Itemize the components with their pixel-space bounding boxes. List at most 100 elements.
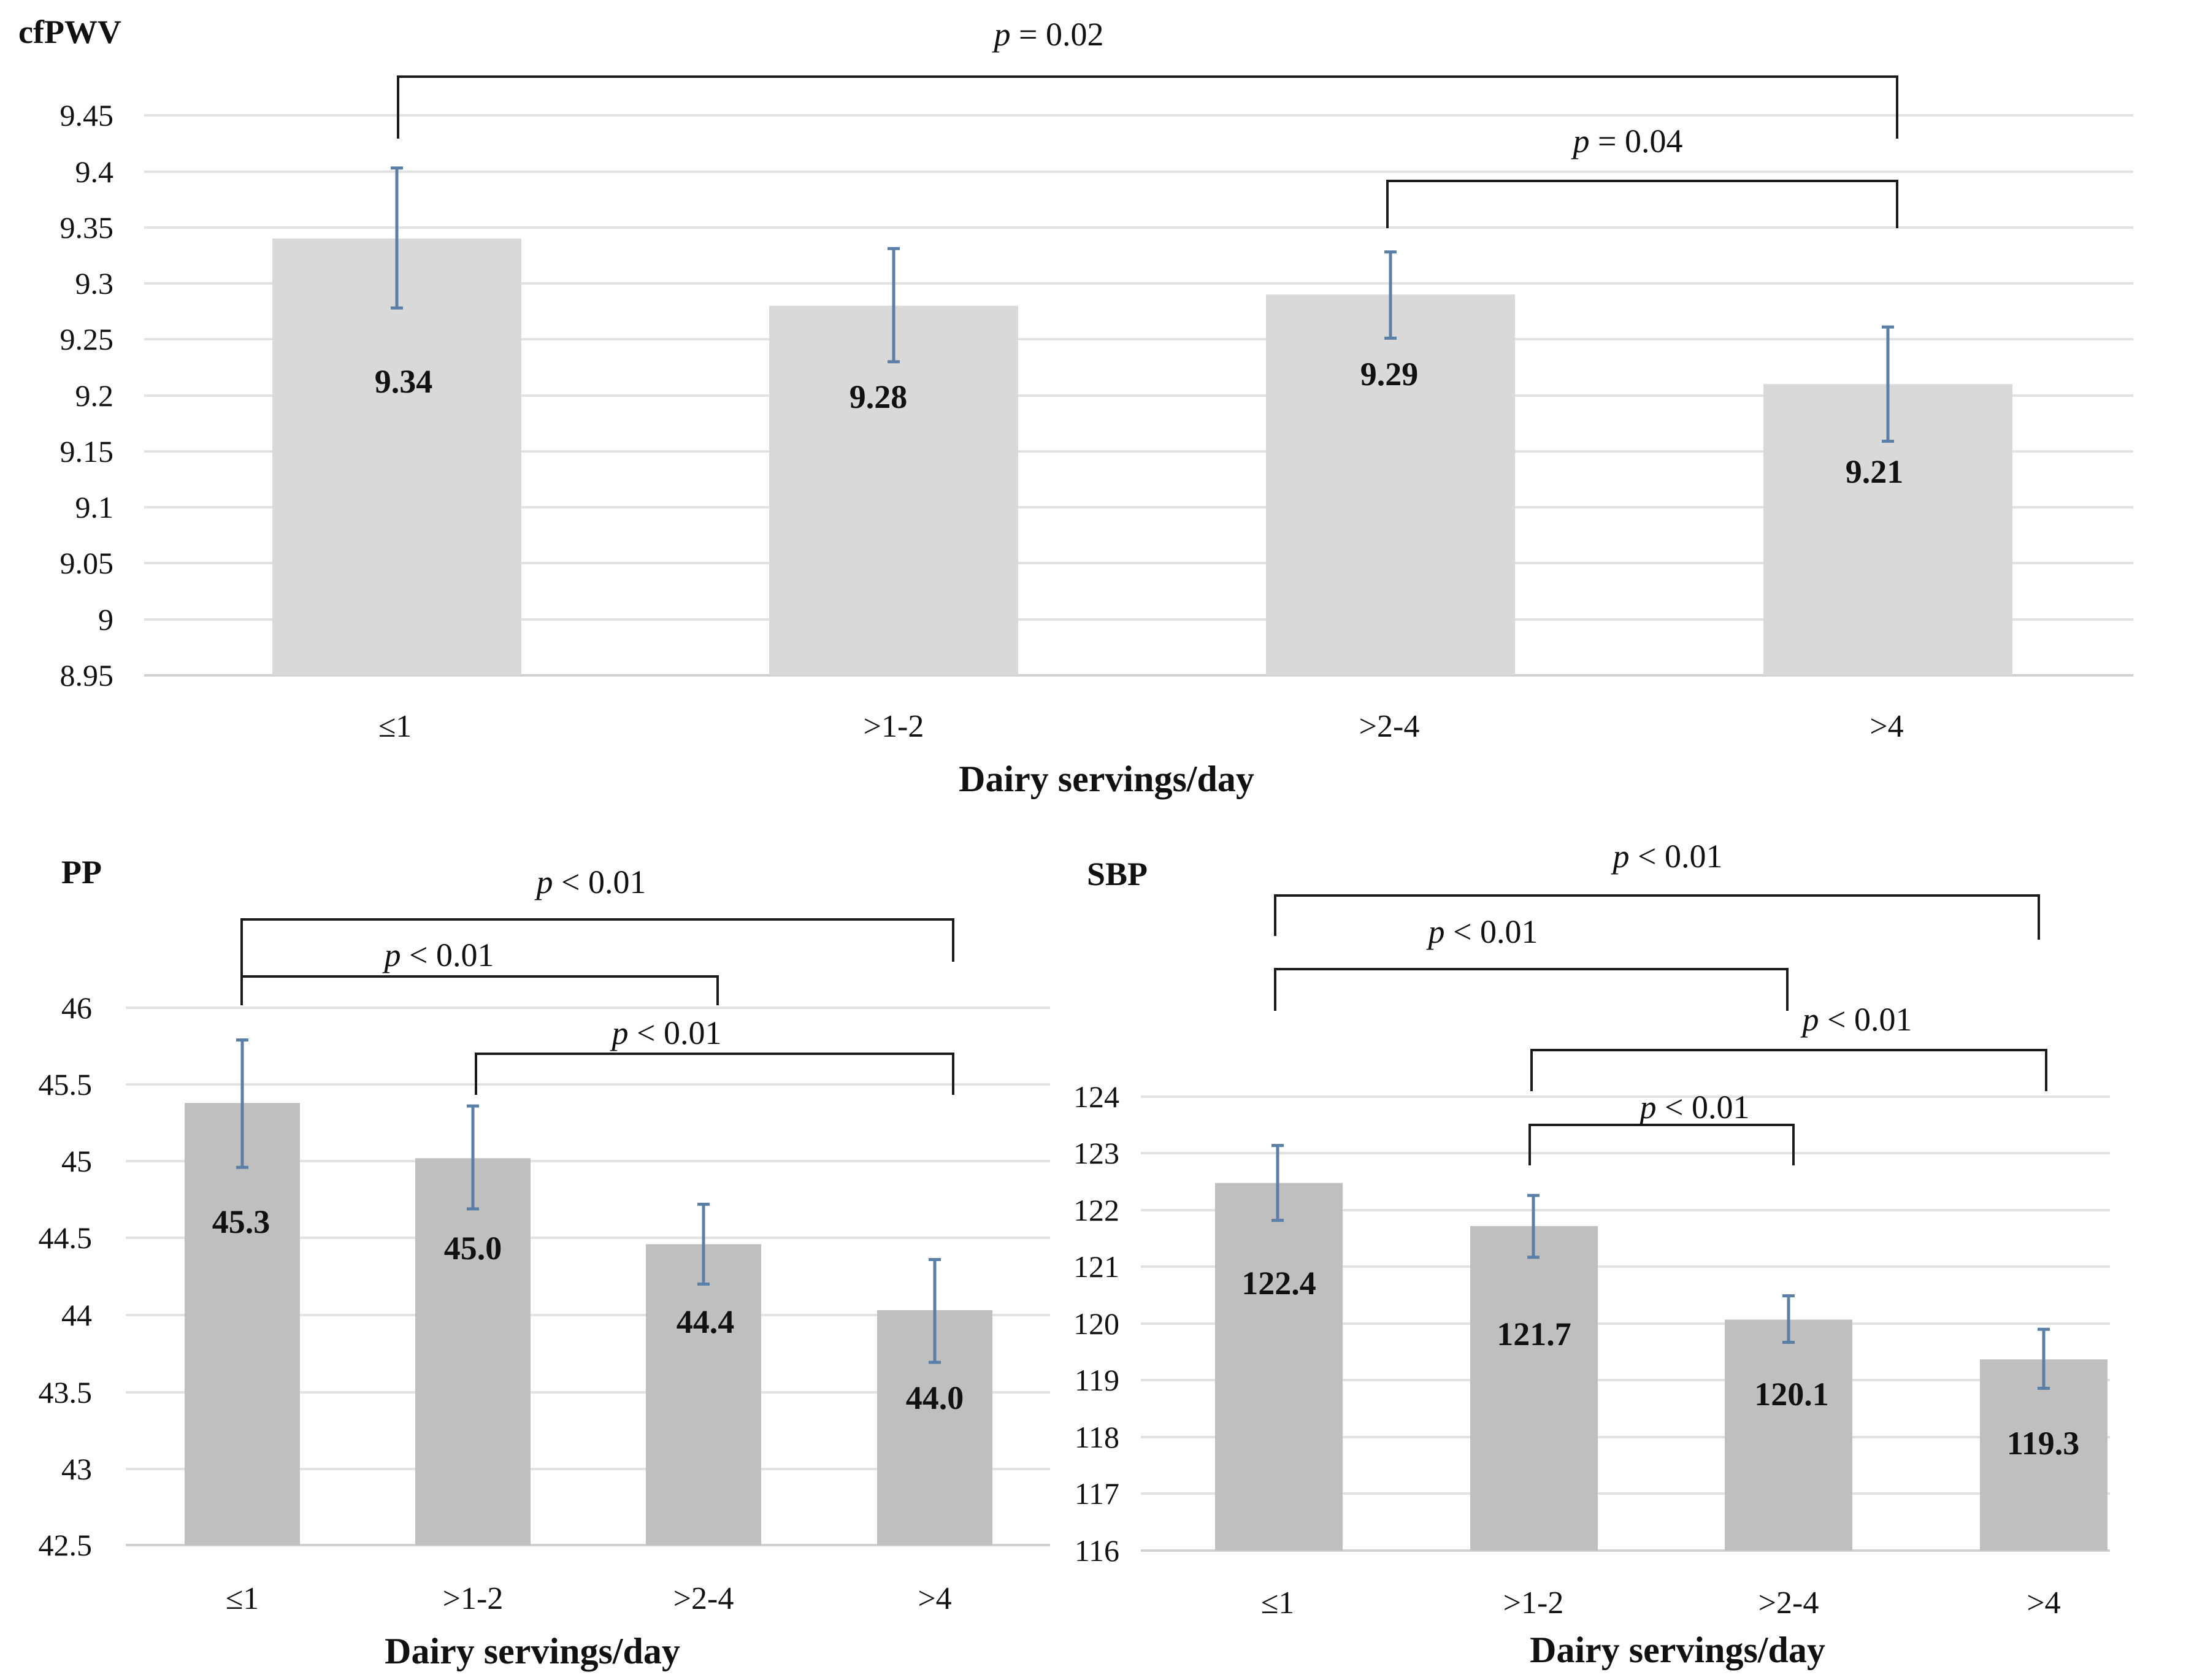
bar-2-4 — [1725, 1319, 1852, 1551]
y-tick-label: 9.4 — [75, 155, 114, 189]
p-symbol: p — [1426, 913, 1445, 950]
x-tick-label: ≤1 — [378, 709, 412, 744]
y-tick-label: 45.5 — [39, 1067, 93, 1102]
x-tick-label: >4 — [918, 1581, 951, 1616]
error-bar — [1384, 250, 1397, 340]
y-tick-label: 43.5 — [39, 1375, 93, 1410]
error-bars-cfpwv — [391, 166, 1894, 443]
error-bars-pp — [236, 1038, 941, 1364]
data-label: 9.21 — [1846, 453, 1904, 490]
p-symbol: p — [534, 864, 553, 900]
x-axis-title-sbp: Dairy servings/day — [1530, 1630, 1825, 1670]
significance-brackets-cfpwv: p = 0.02 p = 0.04 — [397, 16, 1898, 228]
p-symbol: p — [1638, 1089, 1657, 1126]
p-value-label: p < 0.01 — [1611, 838, 1723, 875]
error-bar — [1527, 1194, 1540, 1259]
data-label: 119.3 — [2007, 1425, 2080, 1462]
x-axis-title-cfpwv: Dairy servings/day — [959, 759, 1254, 799]
y-tick-label: 122 — [1073, 1193, 1119, 1227]
significance-bracket — [1530, 1049, 2047, 1091]
y-tick-label: 42.5 — [39, 1528, 93, 1562]
significance-bracket — [397, 75, 1898, 139]
significance-brackets-sbp: p < 0.01 p < 0.01 p < 0.01 p < 0.01 — [1274, 838, 2047, 1165]
x-tick-label: >1-2 — [443, 1581, 504, 1616]
p-symbol: p — [1800, 1001, 1819, 1038]
y-tick-label: 121 — [1073, 1249, 1119, 1284]
bar-1-2 — [415, 1158, 531, 1545]
significance-bracket — [240, 975, 719, 1005]
error-bars-sbp — [1271, 1144, 2050, 1390]
y-tick-labels-sbp: 116 117 118 119 120 121 122 123 124 — [1073, 1080, 1119, 1568]
data-label: 9.34 — [375, 363, 433, 400]
significance-bracket — [475, 1053, 954, 1095]
y-tick-label: 9.45 — [60, 98, 114, 132]
x-tick-label: >2-4 — [1758, 1586, 1819, 1621]
data-label: 45.0 — [444, 1230, 502, 1267]
bars-pp — [185, 1103, 992, 1545]
p-value-label: p < 0.01 — [1638, 1089, 1750, 1126]
error-bar — [697, 1202, 710, 1286]
data-label: 9.29 — [1360, 356, 1419, 393]
p-value: = 0.04 — [1590, 123, 1683, 159]
significance-bracket — [240, 918, 954, 1005]
y-tick-label: 9.35 — [60, 210, 114, 245]
data-label: 44.0 — [906, 1379, 964, 1416]
error-bar — [391, 166, 403, 310]
x-tick-labels-pp: ≤1 >1-2 >2-4 >4 — [226, 1581, 952, 1616]
bar-2-4 — [646, 1244, 761, 1545]
bar-1-2 — [1470, 1225, 1598, 1551]
p-value: < 0.01 — [401, 937, 494, 973]
significance-bracket — [1274, 968, 1789, 1011]
significance-bracket — [1274, 894, 2040, 940]
x-tick-label: >1-2 — [864, 709, 924, 744]
y-tick-label: 9.15 — [60, 434, 114, 469]
y-tick-label: 119 — [1075, 1363, 1119, 1397]
data-label: 121.7 — [1497, 1316, 1571, 1352]
x-tick-label: ≤1 — [226, 1581, 259, 1616]
p-value: < 0.01 — [1630, 838, 1723, 875]
y-tick-label: 9.05 — [60, 546, 114, 580]
error-bar — [1271, 1144, 1284, 1222]
y-tick-label: 118 — [1075, 1420, 1119, 1454]
y-tick-label: 44.5 — [39, 1221, 93, 1255]
data-labels-pp: 45.3 45.0 44.4 44.0 — [212, 1203, 964, 1416]
y-tick-label: 9 — [98, 602, 113, 637]
p-value: < 0.01 — [629, 1015, 722, 1051]
bar-le1 — [1215, 1183, 1343, 1551]
x-tick-label: >2-4 — [1359, 709, 1420, 744]
y-tick-label: 120 — [1073, 1306, 1119, 1341]
y-tick-label: 43 — [61, 1452, 92, 1486]
y-tick-label: 9.2 — [75, 378, 114, 413]
bar-1-2 — [769, 305, 1018, 675]
y-tick-label: 8.95 — [60, 658, 114, 692]
p-value: < 0.01 — [553, 864, 646, 900]
chart-pp: PP 42.5 43 43.5 44 44.5 45 45.5 46 — [39, 854, 1050, 1671]
error-bar — [929, 1257, 941, 1364]
chart-sbp: SBP 116 117 118 119 120 121 122 123 124 — [1073, 838, 2110, 1670]
y-tick-label: 9.3 — [75, 266, 114, 301]
p-symbol: p — [1611, 838, 1630, 875]
data-label: 44.4 — [677, 1303, 735, 1340]
p-value: < 0.01 — [1657, 1089, 1750, 1126]
y-tick-label: 9.1 — [75, 490, 114, 524]
p-value-label: p = 0.02 — [992, 16, 1104, 53]
error-bar — [1782, 1294, 1795, 1344]
data-label: 122.4 — [1241, 1265, 1316, 1302]
error-bar — [888, 247, 900, 364]
p-value: = 0.02 — [1011, 16, 1104, 53]
bar-2-4 — [1266, 294, 1515, 675]
error-bar — [1882, 325, 1894, 443]
chart-title-cfpwv: cfPWV — [18, 13, 121, 50]
chart-title-sbp: SBP — [1087, 856, 1148, 892]
p-value: < 0.01 — [1819, 1001, 1912, 1038]
significance-bracket — [1386, 180, 1898, 228]
bar-le1 — [185, 1103, 300, 1545]
bars-cfpwv — [272, 238, 2012, 675]
x-tick-label: >4 — [1870, 709, 1903, 744]
y-tick-label: 9.25 — [60, 322, 114, 356]
data-labels-cfpwv: 9.34 9.28 9.29 9.21 — [375, 356, 1904, 490]
y-tick-label: 44 — [61, 1298, 92, 1332]
data-label: 120.1 — [1754, 1376, 1829, 1413]
chart-title-pp: PP — [61, 854, 102, 891]
